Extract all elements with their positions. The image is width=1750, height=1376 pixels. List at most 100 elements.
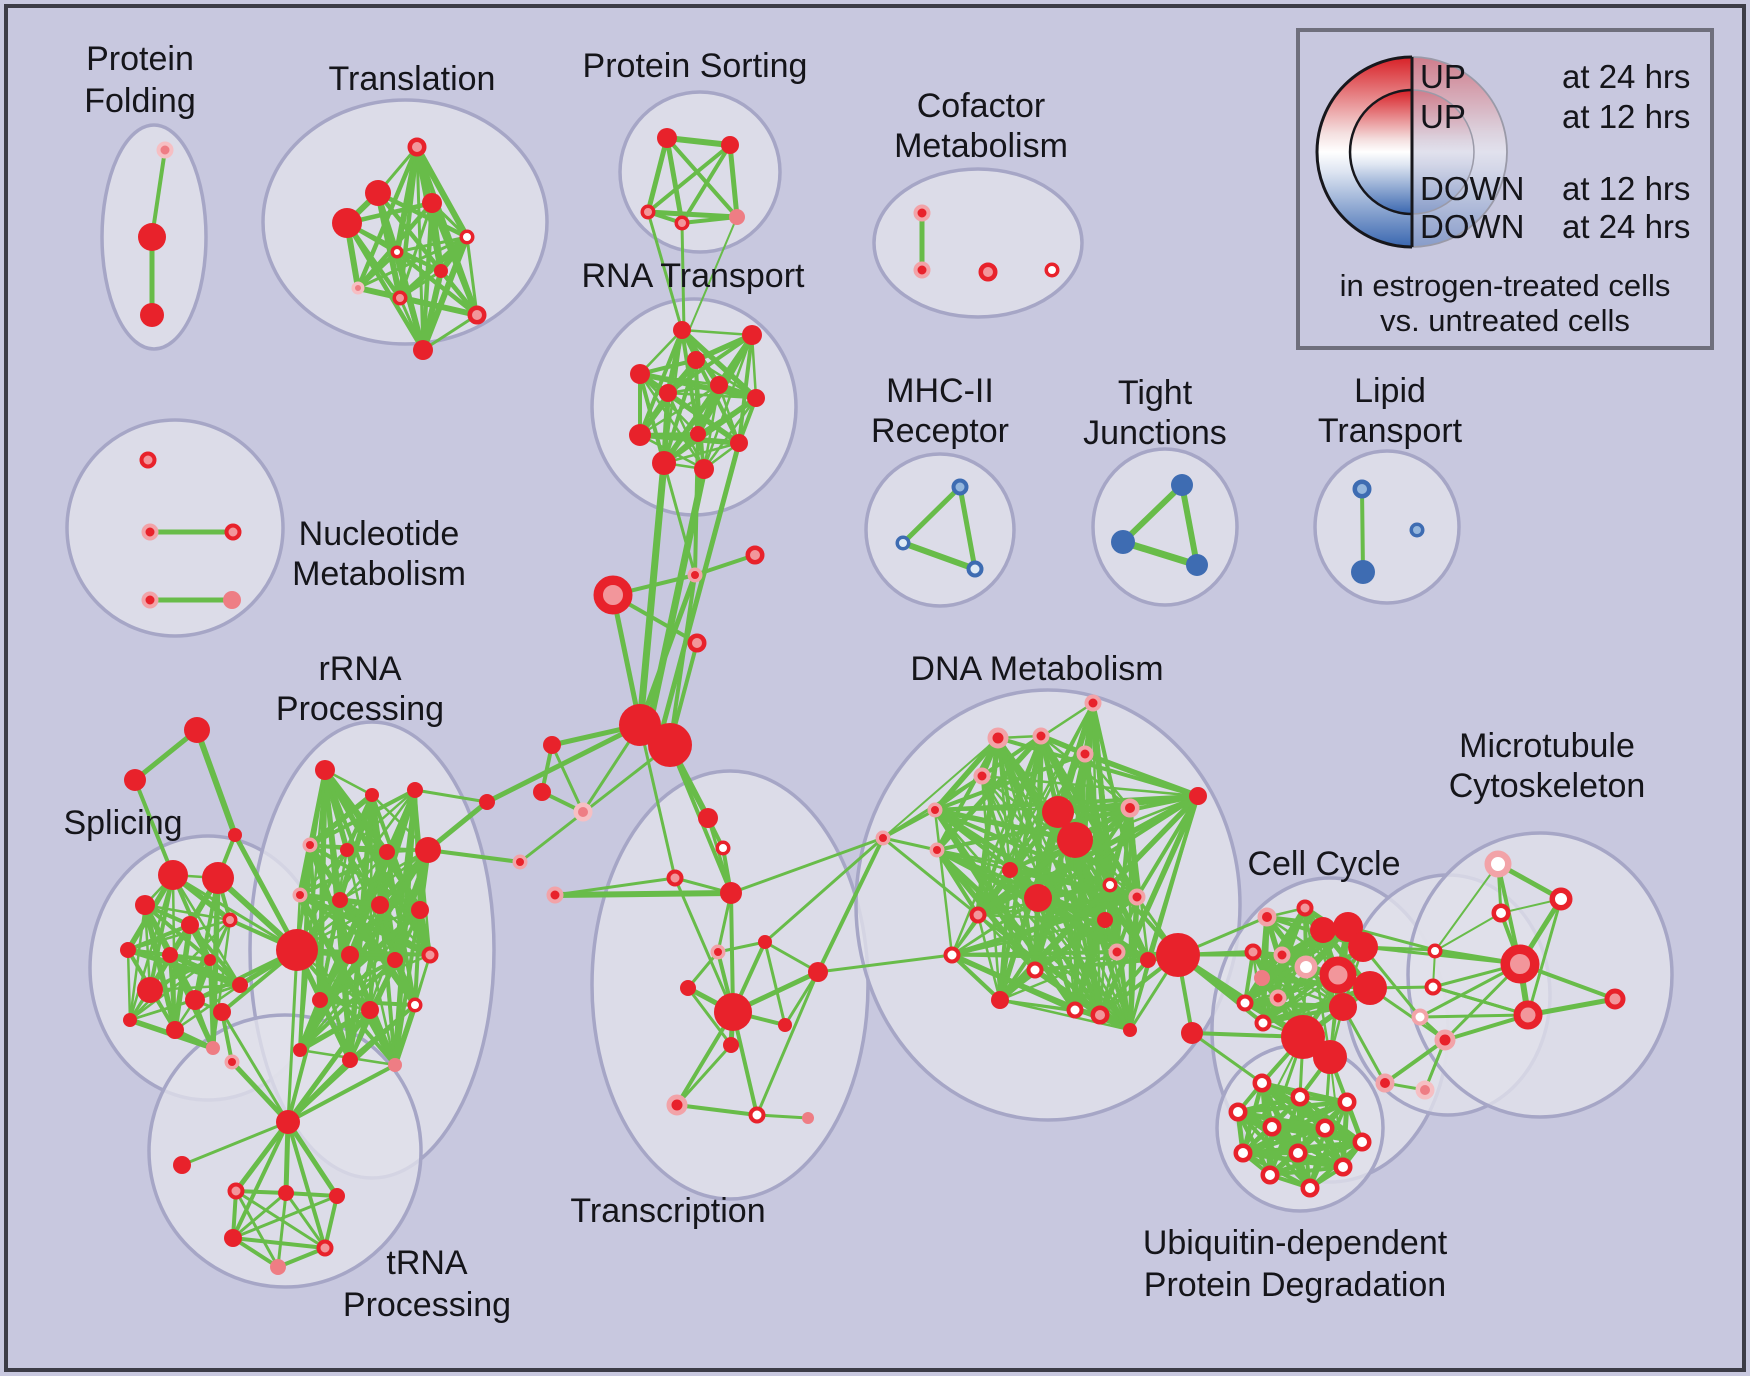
network-edge bbox=[1268, 1165, 1345, 1177]
network-node-r bbox=[342, 1052, 358, 1068]
network-node-r bbox=[1123, 1023, 1137, 1037]
network-node-rw bbox=[1026, 961, 1044, 979]
network-node-rw bbox=[1315, 1118, 1335, 1138]
cluster-label-rrna-processing: Processing bbox=[276, 690, 444, 728]
network-node-rp bbox=[421, 946, 439, 964]
network-edge bbox=[668, 573, 697, 747]
legend-inner-left-arc bbox=[1348, 88, 1413, 216]
network-edge bbox=[211, 918, 232, 1050]
cluster-label-nucleotide-metabolism: Metabolism bbox=[292, 555, 466, 593]
network-node-rp bbox=[407, 137, 427, 157]
network-node-r bbox=[698, 808, 718, 828]
network-node-r bbox=[687, 351, 705, 369]
network-node-r bbox=[341, 946, 359, 964]
network-edge bbox=[675, 1043, 733, 1107]
network-edge bbox=[998, 895, 1139, 1002]
network-node-p bbox=[270, 1259, 286, 1275]
network-node-rw bbox=[1290, 1087, 1310, 1107]
network-edge bbox=[295, 908, 422, 952]
network-node-r bbox=[329, 1188, 345, 1204]
network-edge bbox=[1242, 1000, 1346, 1010]
network-edge bbox=[1119, 538, 1201, 569]
network-edge bbox=[661, 395, 759, 466]
network-edge bbox=[638, 328, 684, 376]
network-edge bbox=[348, 908, 422, 1062]
network-node-p bbox=[388, 1058, 402, 1072]
network-edge bbox=[395, 235, 469, 254]
network-edge bbox=[393, 848, 430, 1067]
network-node-r bbox=[1348, 932, 1378, 962]
network-node-rp bbox=[666, 869, 684, 887]
network-edge bbox=[662, 441, 741, 465]
network-node-rw bbox=[1236, 994, 1254, 1012]
network-node-r bbox=[747, 389, 765, 407]
network-edge bbox=[679, 327, 759, 401]
network-node-rp bbox=[222, 912, 238, 928]
network-node-pr bbox=[1120, 798, 1140, 818]
network-node-r bbox=[137, 977, 163, 1003]
network-node-r bbox=[158, 860, 188, 890]
network-edge bbox=[231, 1236, 327, 1250]
network-node-r bbox=[184, 717, 210, 743]
network-edge bbox=[1082, 751, 1201, 799]
network-edge bbox=[229, 1059, 291, 1125]
network-edge bbox=[610, 592, 643, 728]
network-edge bbox=[284, 1191, 339, 1198]
network-edge bbox=[518, 743, 672, 864]
network-node-r bbox=[723, 1037, 739, 1053]
network-node-pr bbox=[141, 523, 159, 541]
network-node-r bbox=[138, 223, 166, 251]
cluster-label-dna-metabolism: DNA Metabolism bbox=[910, 650, 1163, 688]
network-node-r bbox=[332, 208, 362, 238]
network-edge bbox=[194, 727, 238, 838]
network-node-r bbox=[371, 896, 389, 914]
network-edge bbox=[933, 808, 954, 957]
network-edge bbox=[421, 313, 479, 352]
network-edge bbox=[662, 461, 697, 577]
network-node-rp bbox=[969, 906, 987, 924]
network-node-r bbox=[232, 977, 248, 993]
network-node-rp bbox=[392, 290, 408, 306]
network-edge bbox=[1107, 882, 1120, 955]
network-edge bbox=[429, 200, 480, 318]
cluster-label-mhc-ii-receptor: MHC-II bbox=[886, 372, 994, 410]
network-edge bbox=[1235, 1099, 1350, 1115]
network-node-r bbox=[652, 451, 676, 475]
network-node-pr bbox=[292, 887, 308, 903]
network-node-pr bbox=[1434, 1029, 1456, 1051]
cluster-label-ubiquitin-degradation: Ubiquitin-dependent bbox=[1143, 1224, 1448, 1262]
network-node-r bbox=[140, 303, 164, 327]
cluster-label-protein-folding: Folding bbox=[84, 82, 196, 120]
network-node-pr bbox=[875, 830, 891, 846]
network-edge bbox=[338, 848, 430, 902]
network-edge bbox=[998, 950, 1119, 1002]
legend: UP at 24 hrs UP at 12 hrs DOWN at 12 hrs DOWN a… bbox=[1296, 28, 1714, 350]
network-node-r bbox=[1181, 1022, 1203, 1044]
network-edge bbox=[1341, 1005, 1387, 1085]
network-node-pr bbox=[987, 727, 1009, 749]
network-node-r bbox=[173, 1156, 191, 1174]
network-edge bbox=[1179, 482, 1200, 568]
network-edge bbox=[1360, 487, 1365, 574]
network-node-rp bbox=[640, 204, 656, 220]
network-node-r bbox=[758, 935, 772, 949]
network-node-pr bbox=[1084, 694, 1102, 712]
network-edge bbox=[308, 788, 417, 847]
network-node-r bbox=[1313, 1040, 1347, 1074]
network-node-pr bbox=[913, 204, 931, 222]
network-edge bbox=[680, 328, 754, 337]
network-edge bbox=[693, 553, 757, 577]
network-node-r bbox=[1310, 917, 1336, 943]
network-edge bbox=[950, 734, 1043, 957]
network-node-r bbox=[361, 1001, 379, 1019]
network-node-b bbox=[1171, 474, 1193, 496]
network-edge bbox=[286, 1063, 397, 1124]
network-edge bbox=[666, 391, 758, 400]
network-node-r bbox=[340, 843, 354, 857]
network-edge bbox=[900, 540, 978, 572]
network-node-r bbox=[1042, 796, 1074, 828]
network-edge bbox=[882, 737, 999, 839]
network-edge bbox=[976, 895, 1139, 917]
network-edge bbox=[727, 142, 740, 220]
network-node-rw bbox=[715, 840, 731, 856]
